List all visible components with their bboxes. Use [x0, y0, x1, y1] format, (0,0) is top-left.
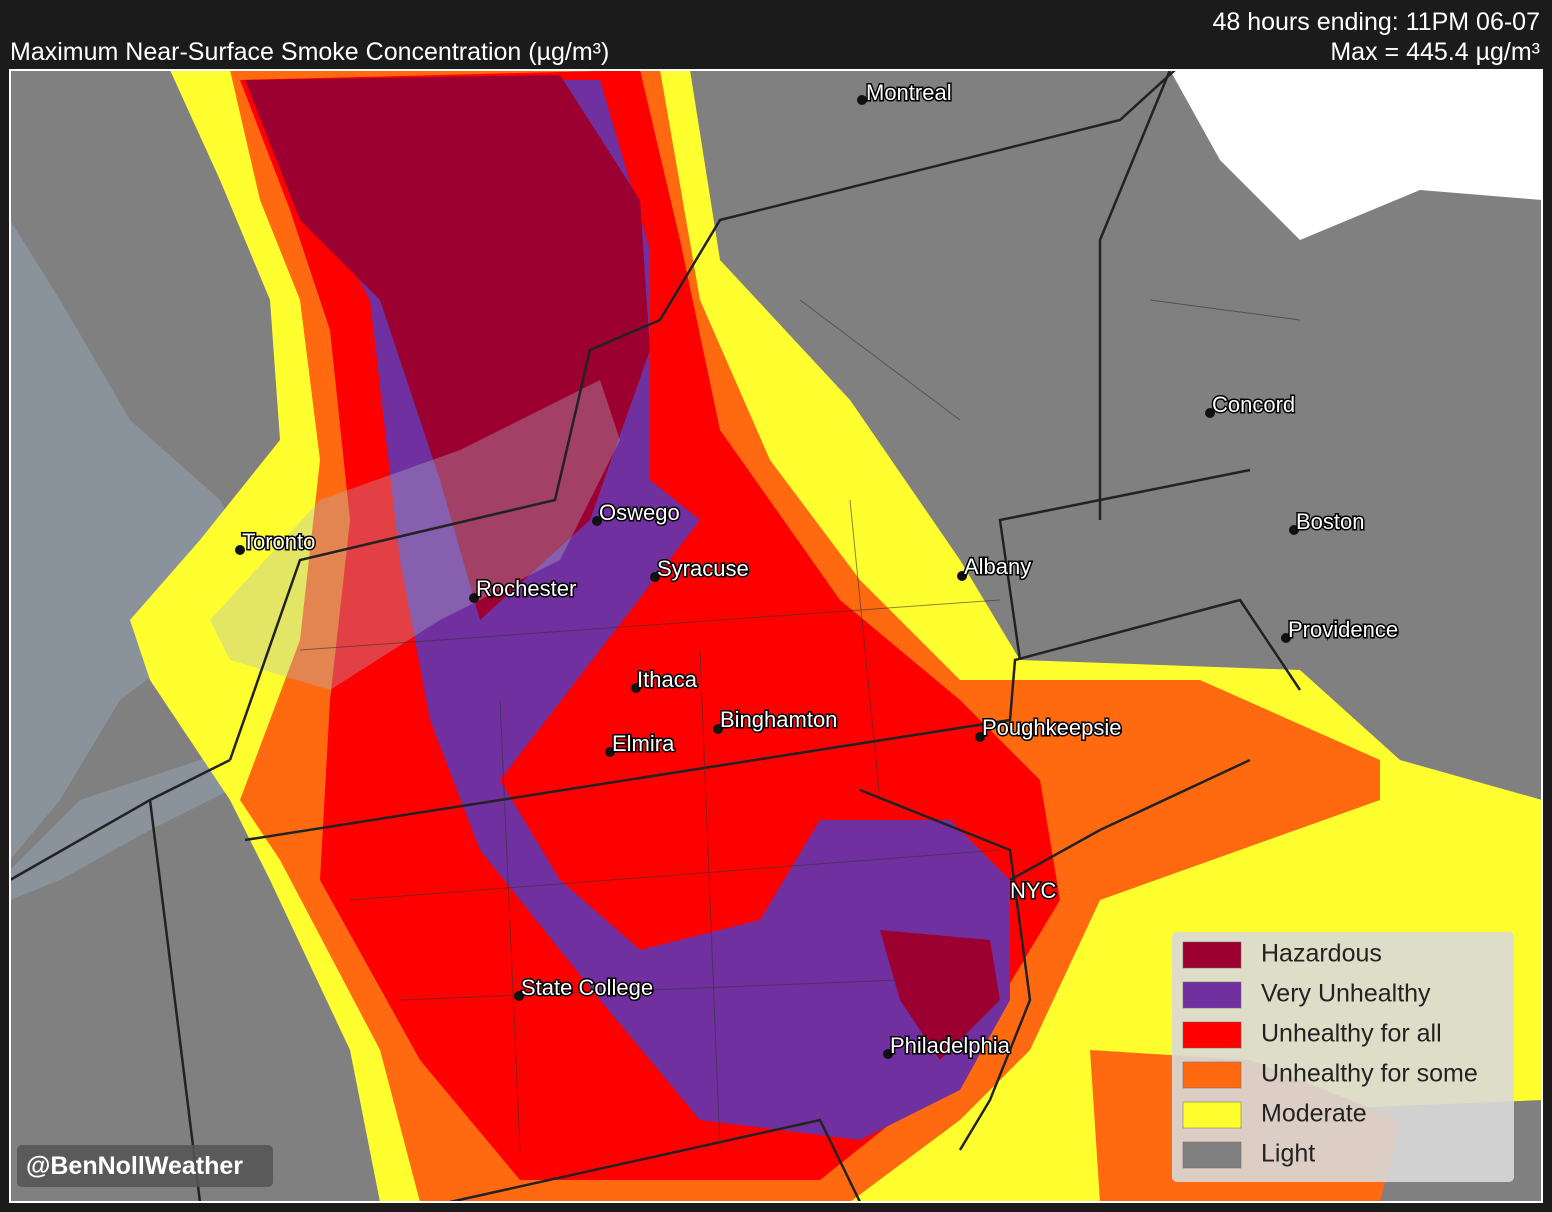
watermark-box	[17, 1145, 273, 1187]
hazardous-area	[880, 930, 1000, 1060]
legend-swatch	[1182, 1021, 1242, 1049]
legend-box	[1172, 932, 1514, 1182]
city-dot	[883, 1049, 893, 1059]
legend-label: Unhealthy for some	[1261, 1060, 1478, 1088]
city-dot	[713, 724, 723, 734]
legend-swatch	[1182, 1101, 1242, 1129]
lake-ontario	[210, 380, 620, 690]
city-label: Toronto	[242, 529, 315, 554]
city-dot	[631, 683, 641, 693]
legend-label: Unhealthy for all	[1261, 1020, 1442, 1048]
legend-label: Moderate	[1261, 1100, 1367, 1128]
city-label: Rochester	[476, 576, 576, 601]
legend-label: Hazardous	[1261, 940, 1382, 968]
city-label: Providence	[1288, 617, 1398, 642]
frame	[9, 69, 1543, 1203]
border	[244, 70, 1302, 842]
city-dot	[857, 95, 867, 105]
legend-swatch	[1182, 941, 1242, 969]
city-label: Ithaca	[637, 667, 698, 692]
city-dot	[1281, 633, 1291, 643]
city-dot	[957, 571, 967, 581]
legend: Hazardous Very Unhealthy Unhealthy for all…	[1172, 932, 1514, 1182]
city-dot	[514, 991, 524, 1001]
legend-label: Very Unhealthy	[1261, 980, 1431, 1008]
border	[10, 758, 862, 1202]
legend-swatch	[1182, 1061, 1242, 1089]
lake	[10, 220, 250, 860]
city-dot	[975, 732, 985, 742]
city-label: Poughkeepsie	[982, 715, 1121, 740]
city-dot	[469, 593, 479, 603]
city-label: Concord	[1212, 392, 1295, 417]
legend-swatch	[1182, 1141, 1242, 1169]
city-label: Oswego	[599, 500, 680, 525]
legend-swatch	[1182, 981, 1242, 1009]
city-label: NYC	[1010, 878, 1057, 903]
period: 48 hours ending: 11PM 06-07	[1212, 8, 1540, 36]
city-label: Syracuse	[657, 556, 749, 581]
city-label: Binghamton	[720, 707, 837, 732]
title: Maximum Near-Surface Smoke Concentration…	[10, 38, 609, 66]
city-dot	[1289, 525, 1299, 535]
city-label: Philadelphia	[890, 1033, 1011, 1058]
watermark: @BenNollWeather	[26, 1152, 243, 1180]
coast	[859, 758, 1251, 1151]
city-markers: Montreal Concord Toronto Oswego Boston S…	[235, 79, 1400, 1060]
city-dot	[592, 516, 602, 526]
city-label: Montreal	[866, 80, 952, 105]
city-dot	[1205, 408, 1215, 418]
city-label: Albany	[964, 554, 1031, 579]
city-dot	[235, 545, 245, 555]
snow-area	[1170, 70, 1542, 240]
county-lines	[299, 299, 1301, 1151]
city-dot	[650, 572, 660, 582]
city-label: Boston	[1296, 509, 1365, 534]
legend-label: Light	[1261, 1140, 1315, 1168]
city-label: State College	[521, 975, 653, 1000]
city-label: Elmira	[612, 731, 675, 756]
max-value: Max = 445.4 µg/m³	[1330, 38, 1540, 66]
hazardous-area	[245, 75, 650, 620]
border	[228, 70, 1176, 761]
city-dot	[605, 747, 615, 757]
